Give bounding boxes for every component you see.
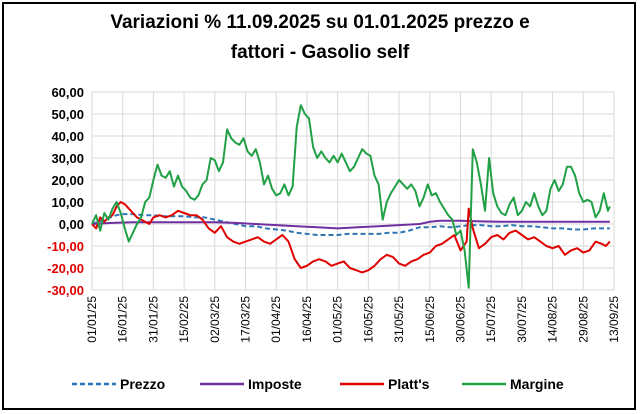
x-tick-label: 01/01/25 — [85, 296, 99, 343]
x-tick-label: 15/07/25 — [484, 296, 498, 343]
y-tick-label: 60,00 — [51, 85, 84, 100]
x-tick-label: 02/03/25 — [208, 296, 222, 343]
legend-label: Platt's — [388, 376, 430, 392]
x-tick-label: 30/07/25 — [515, 296, 529, 343]
chart-title-line-2: fattori - Gasolio self — [230, 42, 410, 63]
x-tick-label: 16/04/25 — [300, 296, 314, 343]
x-tick-label: 13/09/25 — [607, 296, 621, 343]
y-tick-label: 20,00 — [51, 173, 84, 188]
x-tick-label: 01/04/25 — [269, 296, 283, 343]
x-tick-label: 01/05/25 — [331, 296, 345, 343]
series-line-prezzo — [91, 213, 610, 236]
x-tick-label: 14/08/25 — [546, 296, 560, 343]
y-tick-label: -20,00 — [47, 261, 84, 276]
x-tick-label: 29/08/25 — [576, 296, 590, 343]
y-tick-label: -10,00 — [47, 239, 84, 254]
legend-label: Imposte — [248, 376, 302, 392]
y-tick-label: 30,00 — [51, 151, 84, 166]
y-tick-label: 40,00 — [51, 129, 84, 144]
x-tick-label: 31/05/25 — [392, 296, 406, 343]
y-tick-label: 10,00 — [51, 195, 84, 210]
legend-label: Prezzo — [120, 376, 165, 392]
chart-title-line-1: Variazioni % 11.09.2025 su 01.01.2025 pr… — [110, 12, 530, 33]
legend-label: Margine — [510, 376, 564, 392]
x-tick-label: 31/01/25 — [146, 296, 160, 343]
x-tick-label: 16/01/25 — [116, 296, 130, 343]
y-tick-label: -30,00 — [47, 283, 84, 298]
x-tick-label: 30/06/25 — [453, 296, 467, 343]
x-tick-label: 16/05/25 — [361, 296, 375, 343]
series-line-platts — [91, 201, 611, 274]
x-tick-label: 15/06/25 — [423, 296, 437, 343]
y-tick-label: 0,00 — [59, 217, 84, 232]
plot-area — [91, 91, 615, 291]
series-line-margine — [91, 104, 611, 289]
x-tick-label: 17/03/25 — [239, 296, 253, 343]
x-tick-label: 15/02/25 — [177, 296, 191, 343]
series-line-imposte — [91, 219, 610, 230]
y-tick-label: 50,00 — [51, 107, 84, 122]
